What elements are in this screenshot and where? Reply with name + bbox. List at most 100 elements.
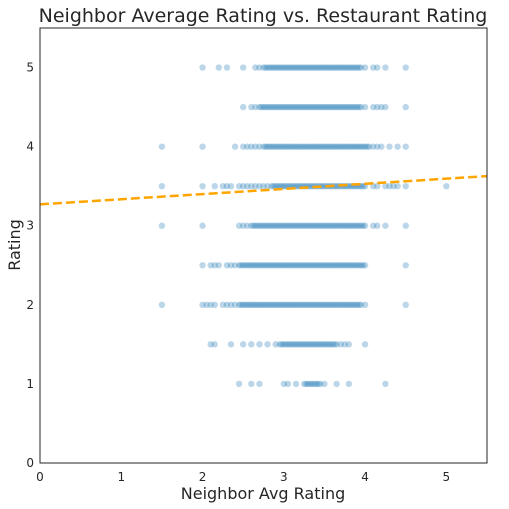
data-point <box>296 143 304 150</box>
data-point <box>215 262 222 269</box>
data-point <box>339 64 346 71</box>
data-point <box>294 341 302 348</box>
data-point <box>321 341 328 348</box>
data-point <box>298 262 306 269</box>
data-point <box>300 222 308 229</box>
data-point <box>270 301 277 309</box>
data-point <box>345 103 353 111</box>
data-point <box>343 103 350 111</box>
data-point <box>211 341 218 348</box>
data-point <box>370 143 377 150</box>
data-point <box>264 301 271 309</box>
data-point <box>313 341 320 348</box>
data-point <box>278 182 285 190</box>
data-point <box>286 262 294 269</box>
data-point <box>248 262 255 269</box>
data-point <box>298 64 306 71</box>
data-point <box>305 143 312 150</box>
data-point <box>361 262 369 269</box>
data-point <box>199 222 206 229</box>
data-point <box>248 341 255 348</box>
data-point <box>278 64 285 71</box>
data-point <box>311 222 318 229</box>
data-point <box>329 222 336 229</box>
data-point <box>378 143 385 150</box>
data-point <box>319 301 326 309</box>
data-point <box>260 262 267 269</box>
data-point <box>323 341 330 348</box>
data-point <box>321 143 328 150</box>
data-point <box>323 222 330 229</box>
data-point <box>158 182 166 190</box>
data-point <box>347 64 355 71</box>
data-point <box>402 182 409 190</box>
data-point <box>307 262 314 269</box>
data-point <box>239 103 247 111</box>
data-point <box>280 341 288 348</box>
data-point <box>280 380 288 388</box>
data-point <box>248 182 255 190</box>
data-point <box>309 103 316 111</box>
data-point <box>300 143 308 150</box>
data-point <box>296 262 304 269</box>
data-point <box>343 262 350 269</box>
data-point <box>313 262 320 269</box>
data-point <box>353 64 361 71</box>
data-point <box>341 143 348 150</box>
data-point <box>290 301 298 309</box>
data-point <box>337 341 344 348</box>
data-point <box>258 222 265 229</box>
data-point <box>317 222 324 229</box>
data-point <box>254 262 261 269</box>
chart-title: Neighbor Average Rating vs. Restaurant R… <box>39 5 488 27</box>
data-point <box>341 103 348 111</box>
data-point <box>307 64 314 71</box>
data-point <box>227 301 235 309</box>
data-point <box>347 222 355 229</box>
data-point <box>223 262 231 269</box>
data-point <box>335 103 342 111</box>
data-point <box>300 341 308 348</box>
data-point <box>315 222 322 229</box>
data-point <box>215 64 222 71</box>
data-point <box>252 182 259 190</box>
data-point <box>370 103 377 111</box>
data-point <box>252 262 259 269</box>
data-point <box>345 64 353 71</box>
data-point <box>290 143 298 150</box>
data-point <box>278 262 285 269</box>
data-point <box>319 262 326 269</box>
data-point <box>337 301 344 309</box>
data-point <box>347 301 355 309</box>
data-point <box>286 301 294 309</box>
data-point <box>339 262 346 269</box>
data-point <box>296 341 304 348</box>
data-point <box>252 222 259 229</box>
data-point <box>394 143 401 150</box>
data-point <box>315 64 322 71</box>
data-point <box>288 222 296 229</box>
data-point <box>254 301 261 309</box>
data-point <box>349 301 357 309</box>
data-point <box>305 341 312 348</box>
data-point <box>260 222 267 229</box>
x-tick-label: 2 <box>199 470 207 484</box>
data-point <box>290 341 298 348</box>
data-point <box>278 103 285 111</box>
data-point <box>256 182 263 190</box>
data-point <box>302 143 310 150</box>
data-point <box>282 341 290 348</box>
data-point <box>207 301 214 309</box>
data-point <box>353 103 361 111</box>
data-point <box>260 182 267 190</box>
data-point <box>235 182 243 190</box>
data-point <box>337 64 344 71</box>
x-axis-label: Neighbor Avg Rating <box>181 484 345 503</box>
data-point <box>244 301 251 309</box>
data-point <box>331 103 338 111</box>
data-point <box>268 103 275 111</box>
data-point <box>254 222 261 229</box>
data-point <box>270 262 277 269</box>
data-point <box>305 301 312 309</box>
data-point <box>319 222 326 229</box>
